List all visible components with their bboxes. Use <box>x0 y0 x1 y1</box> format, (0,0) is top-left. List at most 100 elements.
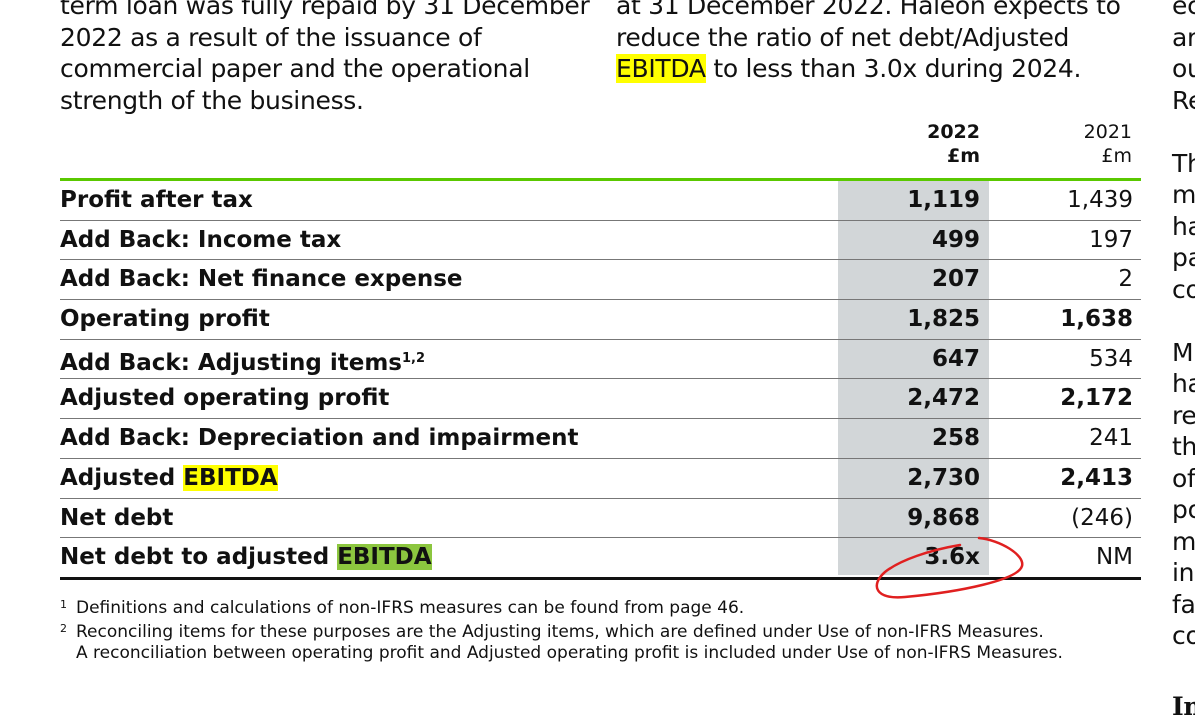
value-2022: 9,868 <box>907 504 980 531</box>
value-2022: 2,472 <box>907 385 980 412</box>
text-line <box>1172 116 1195 148</box>
text-line: ar <box>1172 22 1195 52</box>
label-text: Add Back: Depreciation and impairment <box>60 425 579 452</box>
value-2021: 1,439 <box>1067 187 1133 213</box>
text-line: Th <box>1172 148 1195 178</box>
row-label: Add Back: Income tax <box>60 221 341 259</box>
value-2021: 1,638 <box>1060 306 1133 333</box>
label-text: Net debt to adjusted <box>60 544 338 571</box>
text-line: strength of the business. <box>60 85 364 115</box>
text-line: term loan was fully repaid by 31 Decembe… <box>60 0 590 20</box>
row-label: Adjusted operating profit <box>60 379 389 417</box>
current-year-column-shading <box>838 181 989 575</box>
value-2022: 3.6x <box>924 544 980 571</box>
text-line: ec <box>1172 0 1195 20</box>
text-line: pa <box>1172 243 1195 272</box>
row-label: Operating profit <box>60 300 270 338</box>
body-text-column-1: term loan was fully repaid by 31 Decembe… <box>60 0 590 116</box>
text-line <box>1172 652 1195 684</box>
text-line: in <box>1172 558 1195 587</box>
text-line: fa <box>1172 589 1195 619</box>
row-label: Profit after tax <box>60 181 253 219</box>
year-label: 2021 <box>1083 121 1132 143</box>
text-line: co <box>1172 274 1195 304</box>
table-row: Add Back: Adjusting items1,2 647 534 <box>60 340 1141 380</box>
value-2022: 207 <box>931 266 980 293</box>
search-highlight: EBITDA <box>183 464 278 491</box>
text-line: ou <box>1172 54 1195 83</box>
footnote-text: Definitions and calculations of non-IFRS… <box>76 598 745 618</box>
footnote-2-continued: A reconciliation between operating profi… <box>76 643 1063 663</box>
value-2021: (246) <box>1071 504 1133 531</box>
value-2021: 197 <box>1089 226 1133 253</box>
row-label: Add Back: Adjusting items1,2 <box>60 340 425 382</box>
footnote-number: 1 <box>60 598 67 611</box>
text-line: po <box>1172 495 1195 524</box>
value-2022: 1,119 <box>907 187 980 213</box>
footnote-1: 1 Definitions and calculations of non-IFR… <box>60 593 744 620</box>
year-label: 2022 <box>927 121 980 143</box>
table-row: Net debt 9,868 (246) <box>60 499 1141 539</box>
table-row: Add Back: Income tax 499 197 <box>60 221 1141 261</box>
footnote-number: 2 <box>60 622 67 635</box>
value-2021: NM <box>1095 544 1133 571</box>
label-text: Operating profit <box>60 306 270 333</box>
value-2021: 2,413 <box>1060 464 1133 491</box>
text-line: m <box>1172 526 1195 556</box>
text-line: of <box>1172 463 1195 493</box>
text-line: M <box>1172 337 1194 367</box>
text-line: re <box>1172 400 1195 430</box>
label-text: Profit after tax <box>60 187 253 213</box>
row-label: Add Back: Depreciation and impairment <box>60 419 578 457</box>
text-line: th <box>1172 432 1195 461</box>
text-fragment: to less than 3.0x during 2024. <box>705 54 1082 83</box>
body-text-column-3-clipped: ecarouReThmhapacoMharethofpominfacoIn <box>1172 0 1195 723</box>
value-2022: 499 <box>931 226 980 253</box>
search-highlight: EBITDA <box>616 54 706 83</box>
value-2021: 2,172 <box>1060 385 1133 412</box>
ebitda-table: Profit after tax 1,119 1,439 Add Back: Inco… <box>60 181 1141 580</box>
table-row: Operating profit 1,825 1,638 <box>60 300 1141 340</box>
unit-label: £m <box>1101 145 1132 167</box>
label-text: Add Back: Net finance expense <box>60 266 463 293</box>
text-line: 2022 as a result of the issuance of <box>60 22 482 52</box>
text-line: at 31 December 2022. Haleon expects to <box>616 0 1121 20</box>
value-2021: 534 <box>1089 345 1133 372</box>
text-line: ha <box>1172 369 1195 398</box>
label-text: Adjusted <box>60 464 184 491</box>
label-text: Adjusted operating profit <box>60 385 390 412</box>
text-line <box>1172 305 1195 337</box>
table-row: Net debt to adjusted EBITDA 3.6x NM <box>60 538 1141 580</box>
table-row: Profit after tax 1,119 1,439 <box>60 181 1141 221</box>
table-row: Adjusted EBITDA 2,730 2,413 <box>60 459 1141 499</box>
footnote-text: Reconciling items for these purposes are… <box>76 622 1044 642</box>
footnote-ref: 1,2 <box>402 350 426 366</box>
text-line: Re <box>1172 85 1195 115</box>
table-row: Adjusted operating profit 2,472 2,172 <box>60 379 1141 420</box>
row-label: Net debt to adjusted EBITDA <box>60 538 432 576</box>
value-2022: 647 <box>931 345 980 372</box>
text-line: m <box>1172 180 1195 209</box>
label-text: Add Back: Income tax <box>60 226 342 253</box>
row-label: Net debt <box>60 499 173 537</box>
value-2021: 2 <box>1118 266 1133 293</box>
table-row: Add Back: Net finance expense 207 2 <box>60 260 1141 301</box>
text-line: reduce the ratio of net debt/Adjusted <box>616 22 1070 52</box>
body-text-column-2: at 31 December 2022. Haleon expects to r… <box>616 0 1121 85</box>
text-line: ha <box>1172 211 1195 241</box>
row-label: Add Back: Net finance expense <box>60 260 463 298</box>
value-2022: 258 <box>931 425 980 452</box>
text-line: co <box>1172 621 1195 650</box>
label-text: Net debt <box>60 504 174 531</box>
label-text: Add Back: Adjusting items <box>60 349 402 376</box>
text-line: commercial paper and the operational <box>60 54 530 83</box>
row-label: Adjusted EBITDA <box>60 459 278 497</box>
value-2022: 1,825 <box>907 306 980 333</box>
table-row: Add Back: Depreciation and impairment 258… <box>60 419 1141 459</box>
unit-label: £m <box>946 145 980 167</box>
value-2021: 241 <box>1089 425 1133 452</box>
column-header-2021: 2021 £m <box>1052 120 1132 168</box>
text-line: EBITDA to less than 3.0x during 2024. <box>616 53 1121 85</box>
section-heading: In <box>1172 692 1195 721</box>
footnote-2: 2 Reconciling items for these purposes ar… <box>60 617 1044 644</box>
